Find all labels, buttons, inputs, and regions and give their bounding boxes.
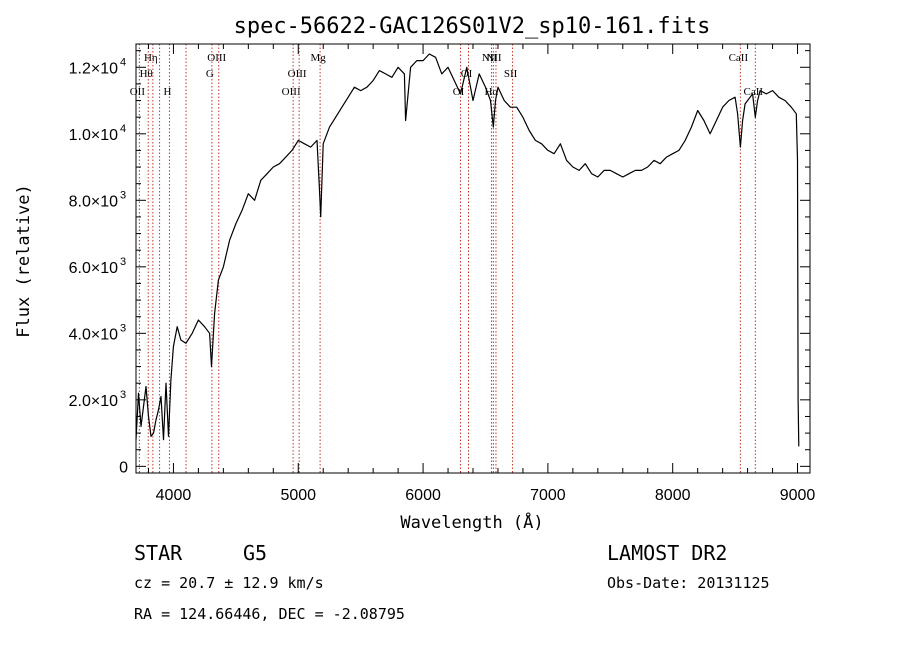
coordinates-text: RA = 124.66446, DEC = -2.08795	[134, 605, 405, 623]
x-tick-label: 7000	[530, 487, 566, 504]
x-tick-label: 6000	[405, 487, 441, 504]
spectral-line-label: CaII	[729, 52, 749, 64]
y-tick-exponent: 3	[120, 389, 126, 401]
y-tick-label: 0	[119, 459, 128, 476]
y-tick-exponent: 3	[120, 189, 126, 201]
obs-date: Obs-Date: 20131125	[607, 574, 770, 592]
x-tick-label: 5000	[280, 487, 316, 504]
y-tick-exponent: 3	[120, 322, 126, 334]
chart-title: spec-56622-GAC126S01V2_sp10-161.fits	[234, 14, 711, 39]
y-tick-exponent: 4	[120, 56, 126, 68]
x-axis-label: Wavelength (Å)	[400, 511, 543, 533]
y-tick-label: 1.2×10	[69, 60, 118, 77]
spectral-line-label: SII	[504, 68, 518, 80]
y-tick-label: 4.0×10	[69, 326, 118, 343]
spectral-line-label: Hθ	[140, 68, 153, 80]
spectral-line-label: NII	[486, 52, 502, 64]
redshift-text: cz = 20.7 ± 12.9 km/s	[134, 574, 324, 592]
spectral-line-label: OIII	[282, 86, 301, 98]
spectral-line-label: H	[163, 86, 171, 98]
spectral-line-label: OIII	[207, 52, 226, 64]
spectrum-series-line	[135, 53, 800, 447]
y-tick-exponent: 4	[120, 123, 126, 135]
y-tick-label: 6.0×10	[69, 260, 118, 277]
y-tick-label: 1.0×10	[69, 127, 118, 144]
y-tick-label: 2.0×10	[69, 393, 118, 410]
x-tick-label: 8000	[655, 487, 691, 504]
spectral-line-label: OIII	[288, 68, 307, 80]
x-tick-label: 9000	[780, 487, 816, 504]
x-tick-label: 4000	[156, 487, 192, 504]
y-axis-label: Flux (relative)	[14, 184, 34, 338]
spectral-line-label: OI	[453, 86, 465, 98]
y-tick-exponent: 3	[120, 256, 126, 268]
spectral-line-label: G	[206, 68, 214, 80]
spectral-line-label: OII	[130, 86, 146, 98]
spectral-line-label: OI	[461, 68, 473, 80]
spectral-line-label: CaII	[744, 86, 764, 98]
spectral-line-label: Mg	[310, 52, 326, 64]
survey-name: LAMOST DR2	[607, 541, 727, 565]
spectral-line-label: Hη	[144, 52, 158, 64]
object-class: STAR	[134, 541, 183, 565]
y-tick-label: 8.0×10	[69, 193, 118, 210]
object-subclass: G5	[243, 541, 267, 565]
